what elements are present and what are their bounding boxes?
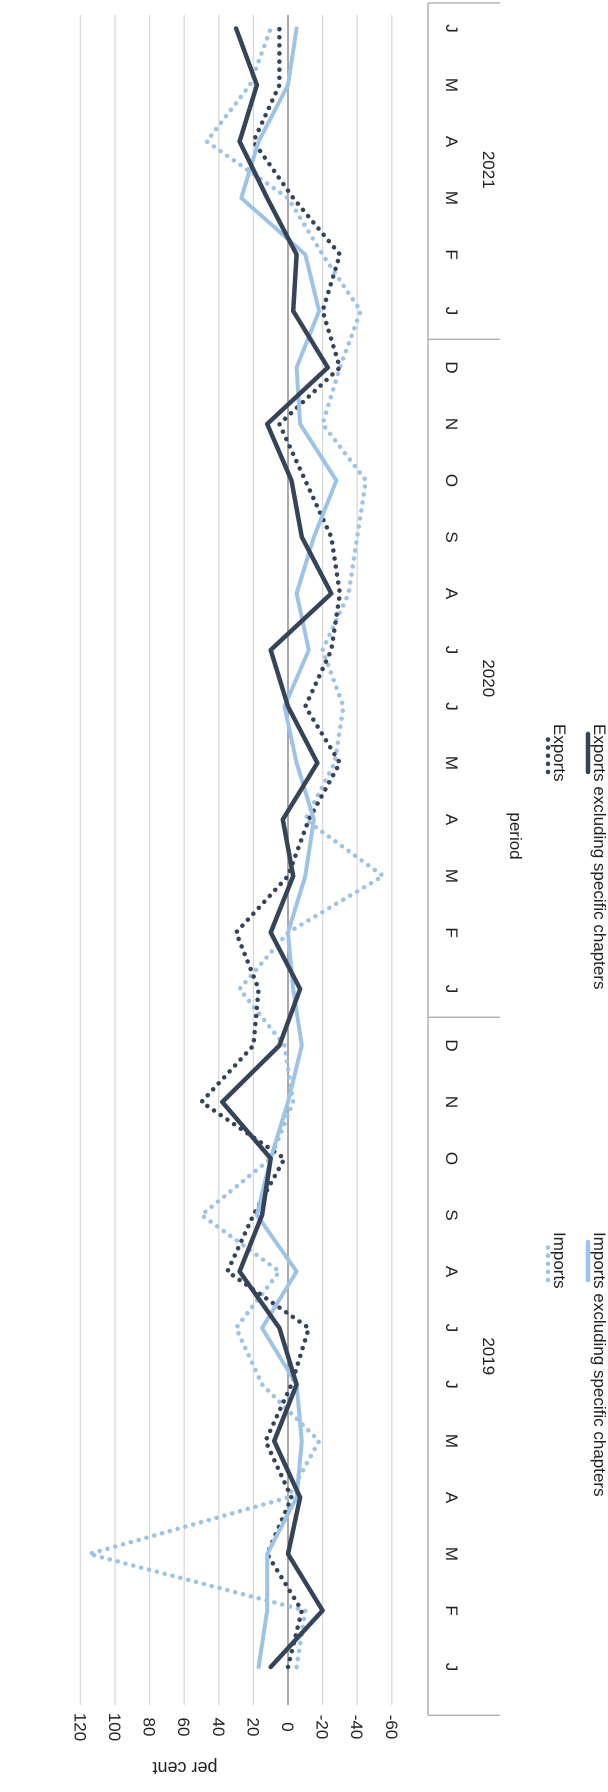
y-tick-label: 60	[174, 1718, 193, 1737]
x-tick-label: J	[442, 1324, 461, 1333]
year-label: 2020	[479, 659, 498, 697]
series-line	[220, 26, 334, 1670]
legend-label: Exports excluding specific chapters	[590, 724, 608, 990]
series-lines	[86, 26, 386, 1670]
legend-item: Imports	[545, 1232, 569, 1289]
x-tick-label: A	[442, 588, 461, 600]
legend: Imports Exports Imports excluding specific…	[545, 724, 608, 1497]
x-tick-label: S	[442, 1209, 461, 1220]
year-separators	[427, 2, 500, 1716]
year-label: 2021	[479, 151, 498, 189]
y-axis-label: per cent	[152, 1758, 217, 1778]
x-tick-label: D	[442, 361, 461, 373]
x-tick-label: F	[442, 1605, 461, 1615]
x-tick-label: N	[442, 1096, 461, 1108]
x-tick-label: J	[442, 24, 461, 33]
x-tick-label: J	[442, 1663, 461, 1672]
series-line	[199, 26, 343, 1670]
x-tick-label: M	[442, 1434, 461, 1448]
legend-item: Exports	[545, 724, 569, 782]
series-line	[86, 26, 386, 1670]
y-tick-label: 120	[70, 1713, 89, 1741]
x-tick-label: J	[442, 985, 461, 994]
x-tick-label: J	[442, 307, 461, 316]
x-tick-label: F	[442, 249, 461, 259]
y-tick-label: -40	[347, 1715, 366, 1740]
x-tick-label: F	[442, 927, 461, 937]
x-tick-label: M	[442, 869, 461, 883]
x-tick-label: N	[442, 418, 461, 430]
legend-item: Imports excluding specific chapters	[585, 1232, 608, 1497]
legend-label: Imports	[550, 1232, 569, 1289]
x-tick-label: A	[442, 1266, 461, 1278]
x-tick-label: J	[442, 1380, 461, 1389]
y-tick-labels: -60 -40 -20 0 20 40 60 80 100 120	[70, 1713, 400, 1741]
series-line	[239, 26, 339, 1669]
y-tick-label: 100	[105, 1713, 124, 1741]
y-tick-label: -20	[313, 1715, 332, 1740]
x-tick-label: M	[442, 78, 461, 92]
x-axis-label: period	[506, 812, 525, 859]
x-tick-label: A	[442, 814, 461, 826]
legend-label: Imports excluding specific chapters	[590, 1232, 608, 1497]
gridlines	[79, 15, 393, 1705]
x-tick-label: A	[442, 1492, 461, 1504]
x-tick-label: J	[442, 646, 461, 655]
x-tick-label: M	[442, 756, 461, 770]
x-tick-label: J	[442, 702, 461, 711]
x-tick-label: O	[442, 474, 461, 487]
year-labels: 2019 2020 2021	[479, 151, 498, 1375]
x-tick-label: O	[442, 1152, 461, 1165]
x-tick-label: S	[442, 531, 461, 542]
y-tick-label: 40	[209, 1718, 228, 1737]
legend-item: Exports excluding specific chapters	[585, 724, 608, 990]
x-tick-labels: J F M A M J J A S O N D J F M A M J J A S O N D J F M A M J	[442, 24, 461, 1671]
y-tick-label: 80	[140, 1718, 159, 1737]
year-label: 2019	[479, 1337, 498, 1375]
y-tick-label: 20	[243, 1718, 262, 1737]
x-tick-label: D	[442, 1039, 461, 1051]
legend-label: Exports	[550, 724, 569, 782]
x-tick-label: M	[442, 191, 461, 205]
x-tick-label: A	[442, 136, 461, 148]
y-tick-label: -60	[382, 1715, 401, 1740]
x-tick-label: M	[442, 1547, 461, 1561]
y-tick-label: 0	[278, 1722, 297, 1731]
